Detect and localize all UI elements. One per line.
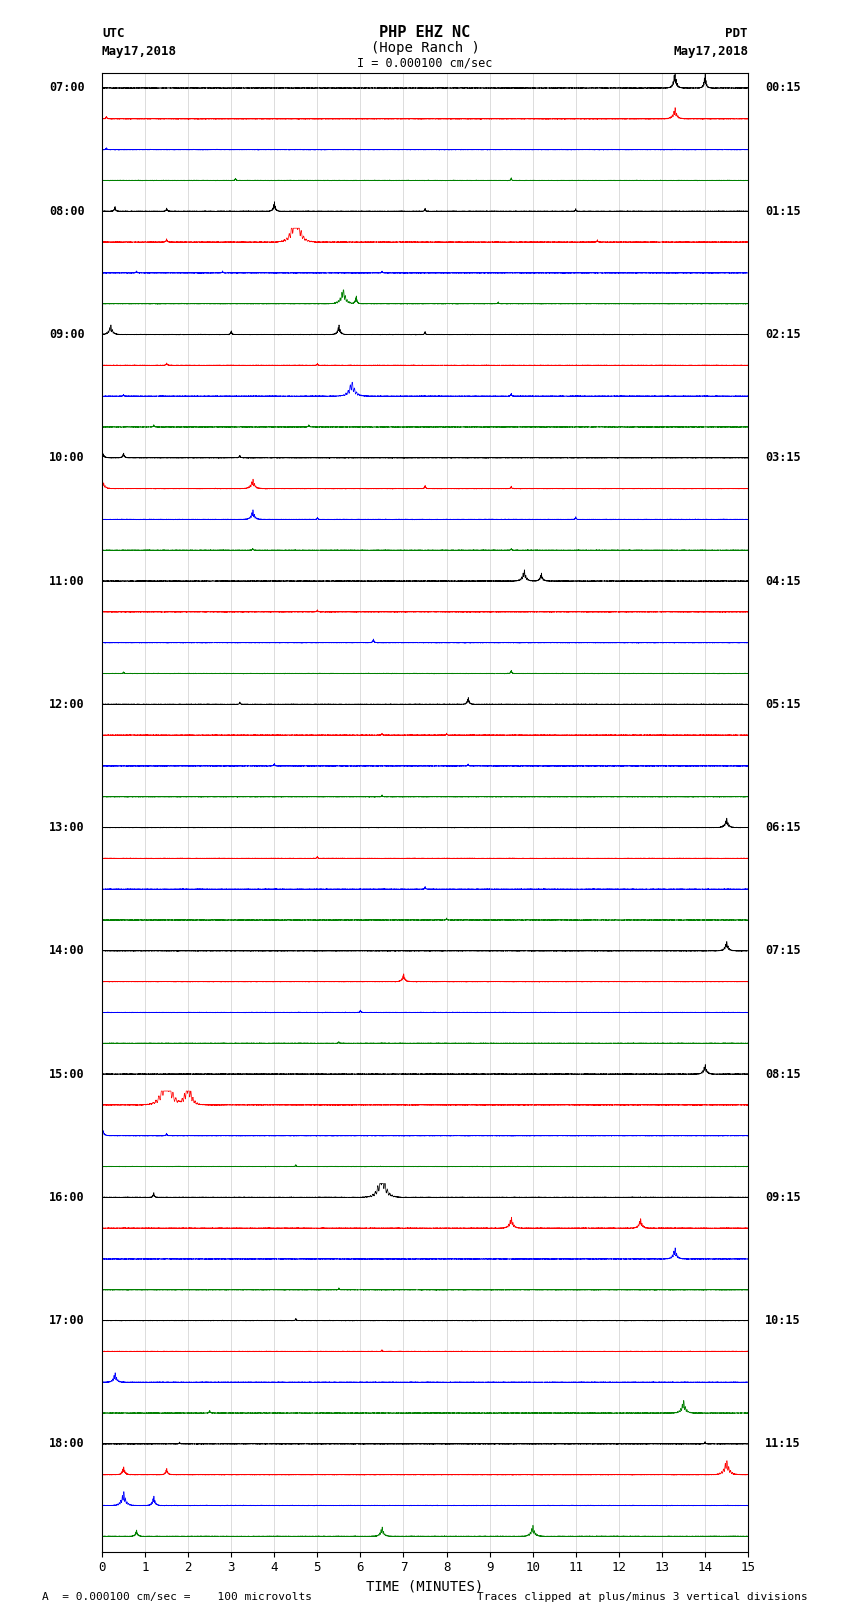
Text: 06:15: 06:15 [765, 821, 801, 834]
Text: 08:00: 08:00 [49, 205, 85, 218]
Text: 14:00: 14:00 [49, 944, 85, 957]
Text: 05:15: 05:15 [765, 698, 801, 711]
Text: 11:15: 11:15 [765, 1437, 801, 1450]
Text: May17,2018: May17,2018 [673, 45, 748, 58]
Text: (Hope Ranch ): (Hope Ranch ) [371, 40, 479, 55]
Text: 07:00: 07:00 [49, 82, 85, 95]
Text: 09:00: 09:00 [49, 327, 85, 340]
Text: PHP EHZ NC: PHP EHZ NC [379, 26, 471, 40]
Text: 00:15: 00:15 [765, 82, 801, 95]
Text: 10:00: 10:00 [49, 452, 85, 465]
Text: 07:15: 07:15 [765, 944, 801, 957]
Text: 01:15: 01:15 [765, 205, 801, 218]
Text: 04:15: 04:15 [765, 574, 801, 587]
Text: I = 0.000100 cm/sec: I = 0.000100 cm/sec [357, 56, 493, 69]
Text: 16:00: 16:00 [49, 1190, 85, 1203]
Text: May17,2018: May17,2018 [102, 45, 177, 58]
Text: 12:00: 12:00 [49, 698, 85, 711]
Text: 11:00: 11:00 [49, 574, 85, 587]
Text: 08:15: 08:15 [765, 1068, 801, 1081]
Text: A  = 0.000100 cm/sec =    100 microvolts: A = 0.000100 cm/sec = 100 microvolts [42, 1592, 313, 1602]
Text: 13:00: 13:00 [49, 821, 85, 834]
Text: 09:15: 09:15 [765, 1190, 801, 1203]
Text: PDT: PDT [726, 27, 748, 40]
X-axis label: TIME (MINUTES): TIME (MINUTES) [366, 1581, 484, 1594]
Text: 10:15: 10:15 [765, 1315, 801, 1327]
Text: 02:15: 02:15 [765, 327, 801, 340]
Text: 17:00: 17:00 [49, 1315, 85, 1327]
Text: 15:00: 15:00 [49, 1068, 85, 1081]
Text: 18:00: 18:00 [49, 1437, 85, 1450]
Text: UTC: UTC [102, 27, 124, 40]
Text: 03:15: 03:15 [765, 452, 801, 465]
Text: Traces clipped at plus/minus 3 vertical divisions: Traces clipped at plus/minus 3 vertical … [477, 1592, 808, 1602]
